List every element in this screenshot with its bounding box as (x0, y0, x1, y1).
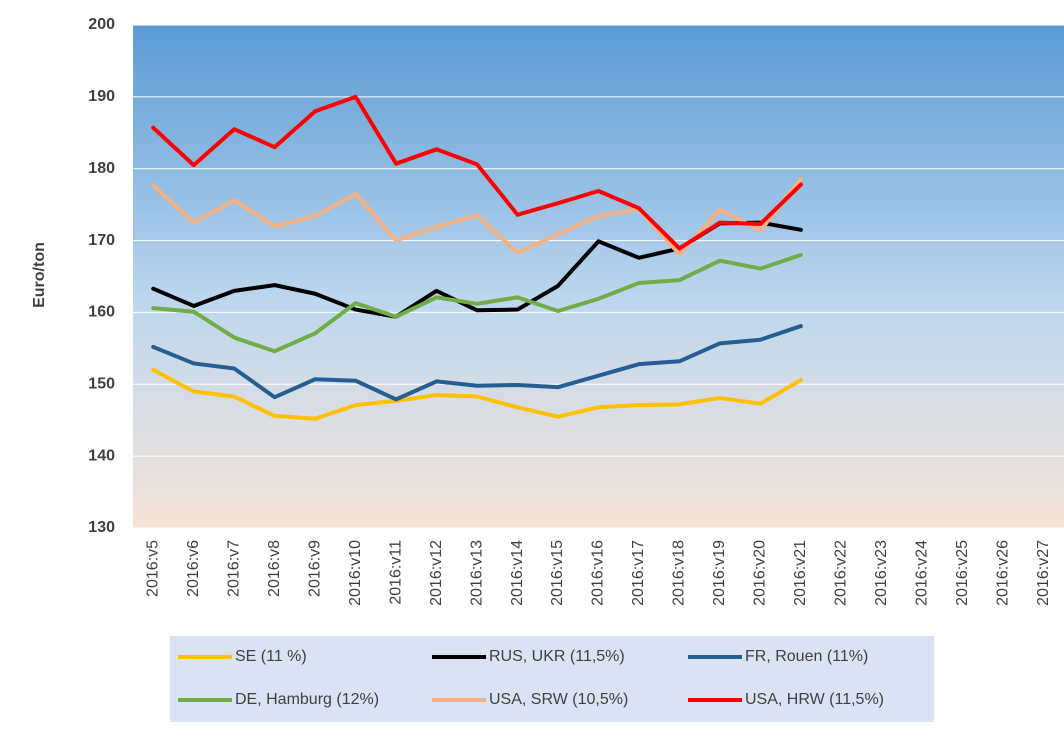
y-tick-label: 140 (88, 447, 115, 464)
legend-box (170, 636, 934, 722)
x-tick-label: 2016:v23 (873, 540, 890, 606)
x-tick-label: 2016:v27 (1035, 540, 1052, 606)
x-tick-label: 2016:v6 (185, 540, 202, 597)
legend-label: USA, SRW (10,5%) (489, 691, 628, 708)
y-tick-label: 170 (88, 232, 115, 249)
data-line (151, 324, 803, 402)
data-line (151, 252, 803, 354)
x-tick-label: 2016:v11 (387, 540, 404, 605)
x-tick-label: 2016:v16 (590, 540, 607, 606)
x-tick-label: 2016:v24 (914, 540, 931, 606)
y-tick-label: 150 (88, 376, 115, 393)
x-tick-label: 2016:v15 (549, 540, 566, 606)
legend-label: RUS, UKR (11,5%) (489, 648, 625, 665)
x-tick-label: 2016:v7 (225, 540, 242, 597)
data-line (151, 94, 803, 251)
x-tick-label: 2016:v9 (306, 540, 323, 597)
x-tick-label: 2016:v13 (468, 540, 485, 606)
legend-label: DE, Hamburg (12%) (235, 691, 379, 708)
y-tick-label: 160 (88, 304, 115, 321)
legend-label: USA, HRW (11,5%) (745, 691, 884, 708)
x-tick-label: 2016:v14 (509, 540, 526, 606)
legend-label: SE (11 %) (235, 648, 307, 665)
x-tick-label: 2016:v22 (833, 540, 850, 606)
x-tick-label: 2016:v25 (954, 540, 971, 606)
x-tick-label: 2016:v26 (995, 540, 1012, 606)
x-tick-label: 2016:v8 (266, 540, 283, 597)
x-tick-label: 2016:v17 (630, 540, 647, 606)
x-tick-label: 2016:v5 (144, 540, 161, 597)
x-tick-label: 2016:v20 (752, 540, 769, 606)
plot-area (133, 25, 1064, 528)
x-tick-label: 2016:v19 (711, 540, 728, 606)
x-tick-label: 2016:v12 (428, 540, 445, 606)
data-line (151, 367, 803, 421)
legend-label: FR, Rouen (11%) (745, 648, 868, 665)
y-tick-label: 200 (88, 16, 115, 33)
y-tick-label: 130 (88, 519, 115, 536)
y-tick-label: 180 (88, 160, 115, 177)
y-axis-label: Euro/ton (31, 242, 48, 308)
y-tick-label: 190 (88, 88, 115, 105)
x-tick-label: 2016:v21 (792, 540, 809, 606)
x-tick-label: 2016:v10 (347, 540, 364, 606)
x-tick-label: 2016:v18 (671, 540, 688, 606)
